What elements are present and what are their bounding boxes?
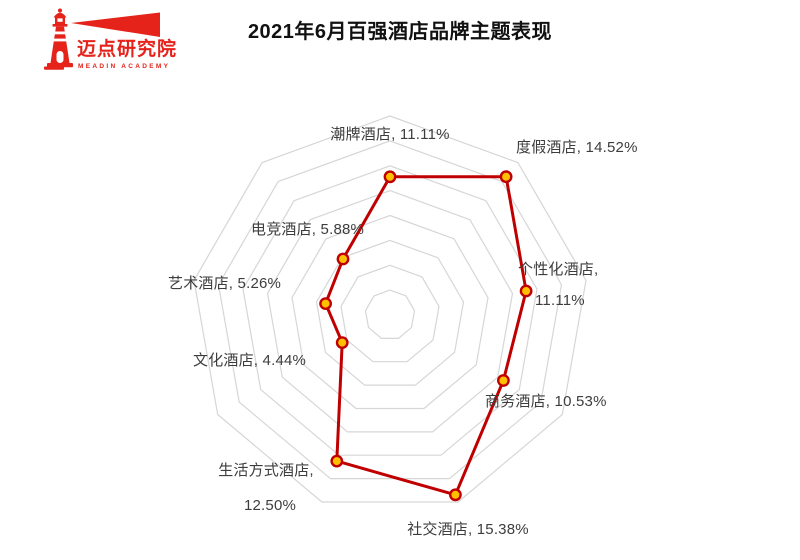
radar-data-point xyxy=(335,336,349,349)
logo-name-en: MEADIN ACADEMY xyxy=(78,63,171,70)
label-lifestyle-hotel: 生活方式酒店, xyxy=(218,462,314,479)
radar-data-point xyxy=(496,374,510,387)
label-trend-hotel: 潮牌酒店, 11.11% xyxy=(330,126,450,143)
label-lifestyle-hotel-value: 12.50% xyxy=(243,497,297,514)
label-esports-hotel: 电竞酒店, 5.88% xyxy=(251,221,365,238)
radar-grid-ring xyxy=(340,264,440,363)
label-business-hotel: 商务酒店, 10.53% xyxy=(485,393,607,410)
label-personalized-hotel-value: 11.11% xyxy=(535,292,585,309)
radar-data-point xyxy=(319,297,332,310)
label-social-hotel: 社交酒店, 15.38% xyxy=(407,521,529,538)
lighthouse-icon xyxy=(44,8,160,70)
radar-data-point xyxy=(499,170,513,184)
radar-grid-ring xyxy=(242,165,538,456)
radar-grid-ring xyxy=(193,115,587,503)
radar-data-point xyxy=(383,170,397,184)
label-culture-hotel: 文化酒店, 4.44% xyxy=(193,352,307,369)
radar-grid-ring xyxy=(266,190,514,433)
label-resort-hotel: 度假酒店, 14.52% xyxy=(516,139,638,156)
radar-data-series xyxy=(324,175,528,497)
meadin-logo: 迈点研究院 MEADIN ACADEMY xyxy=(0,0,220,80)
label-art-hotel: 艺术酒店, 5.26% xyxy=(168,275,282,292)
radar-grid-ring xyxy=(217,140,563,480)
radar-grid-ring xyxy=(291,214,489,410)
page-title: 2021年6月百强酒店品牌主题表现 xyxy=(247,21,553,43)
logo-name-cn: 迈点研究院 xyxy=(77,39,178,60)
radar-data-point xyxy=(519,284,533,298)
radar-data-point xyxy=(330,454,344,468)
radar-grid-ring xyxy=(315,239,465,386)
label-personalized-hotel: 个性化酒店, xyxy=(518,261,599,278)
radar-data-point xyxy=(448,488,462,502)
radar-grid-ring xyxy=(364,289,416,339)
radar-data-point xyxy=(336,252,350,266)
